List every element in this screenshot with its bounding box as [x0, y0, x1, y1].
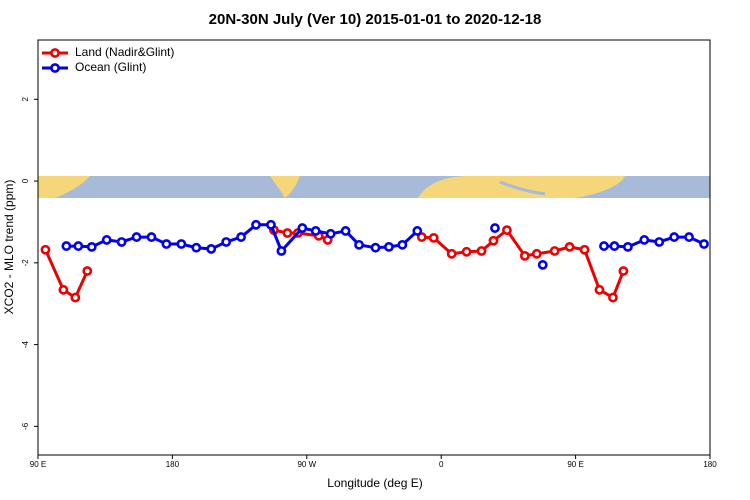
plot-frame	[37, 39, 711, 456]
data-point	[101, 235, 112, 245]
data-point	[176, 239, 187, 249]
data-point	[276, 246, 287, 256]
legend-marker	[50, 48, 60, 58]
data-point	[397, 239, 408, 250]
data-point	[86, 241, 97, 252]
data-point	[594, 284, 605, 295]
data-point	[61, 241, 72, 251]
data-point	[161, 239, 172, 249]
data-point	[684, 232, 694, 242]
data-point	[488, 235, 499, 246]
data-point	[537, 259, 548, 270]
y-tick-label: 0	[21, 178, 30, 183]
data-point	[236, 232, 246, 242]
data-point	[461, 246, 472, 257]
data-point	[221, 237, 232, 247]
data-point	[622, 241, 633, 252]
data-point	[669, 232, 680, 242]
data-point	[282, 228, 293, 238]
data-point	[531, 248, 542, 259]
y-tick-label: -2	[21, 259, 30, 267]
legend-marker	[50, 63, 60, 73]
data-point	[639, 235, 650, 245]
data-point	[340, 226, 351, 236]
data-point	[297, 223, 308, 233]
data-point	[146, 232, 157, 242]
data-point	[502, 225, 512, 236]
chart-title: 20N-30N July (Ver 10) 2015-01-01 to 2020…	[209, 11, 542, 28]
map-strip	[38, 176, 710, 198]
data-point	[266, 219, 276, 230]
data-point	[131, 232, 142, 242]
x-tick-label: 0	[439, 460, 444, 469]
data-point	[699, 239, 709, 249]
x-tick-label: 180	[166, 460, 180, 469]
x-tick-label: 90 E	[30, 460, 46, 469]
data-point	[73, 241, 84, 251]
legend-label: Land (Nadir&Glint)	[75, 45, 174, 59]
data-point	[618, 266, 629, 276]
data-point	[490, 223, 500, 233]
series-line	[44, 227, 625, 300]
x-tick-label: 180	[703, 460, 717, 469]
data-point	[608, 292, 618, 303]
x-tick-label: 90 W	[297, 460, 316, 469]
data-point	[519, 250, 530, 261]
data-point	[412, 226, 423, 236]
y-tick-label: 2	[21, 97, 30, 102]
data-point	[251, 219, 261, 230]
data-point	[325, 228, 336, 239]
legend-label: Ocean (Glint)	[75, 60, 146, 74]
data-point	[609, 241, 620, 251]
data-point	[416, 232, 427, 242]
x-tick-label: 90 E	[567, 460, 583, 469]
data-point	[476, 246, 487, 256]
data-point	[446, 248, 457, 259]
data-point	[354, 239, 364, 250]
y-tick-label: -6	[21, 422, 30, 430]
x-axis-label: Longitude (deg E)	[327, 476, 422, 490]
data-point	[599, 241, 609, 251]
data-point	[40, 244, 51, 255]
data-point	[654, 237, 665, 247]
y-tick-label: -4	[21, 341, 30, 349]
data-point	[206, 244, 217, 254]
data-point	[116, 237, 127, 247]
data-point	[384, 241, 394, 252]
data-point	[58, 284, 69, 295]
data-point	[549, 246, 560, 256]
data-point	[428, 232, 439, 243]
data-point	[564, 241, 575, 252]
data-point	[579, 244, 590, 255]
data-point	[82, 266, 93, 276]
y-axis-label: XCO2 - MLO trend (ppm)	[2, 180, 16, 315]
data-point	[70, 292, 81, 303]
data-point	[310, 226, 321, 236]
data-point	[370, 242, 381, 253]
data-point	[191, 242, 202, 253]
